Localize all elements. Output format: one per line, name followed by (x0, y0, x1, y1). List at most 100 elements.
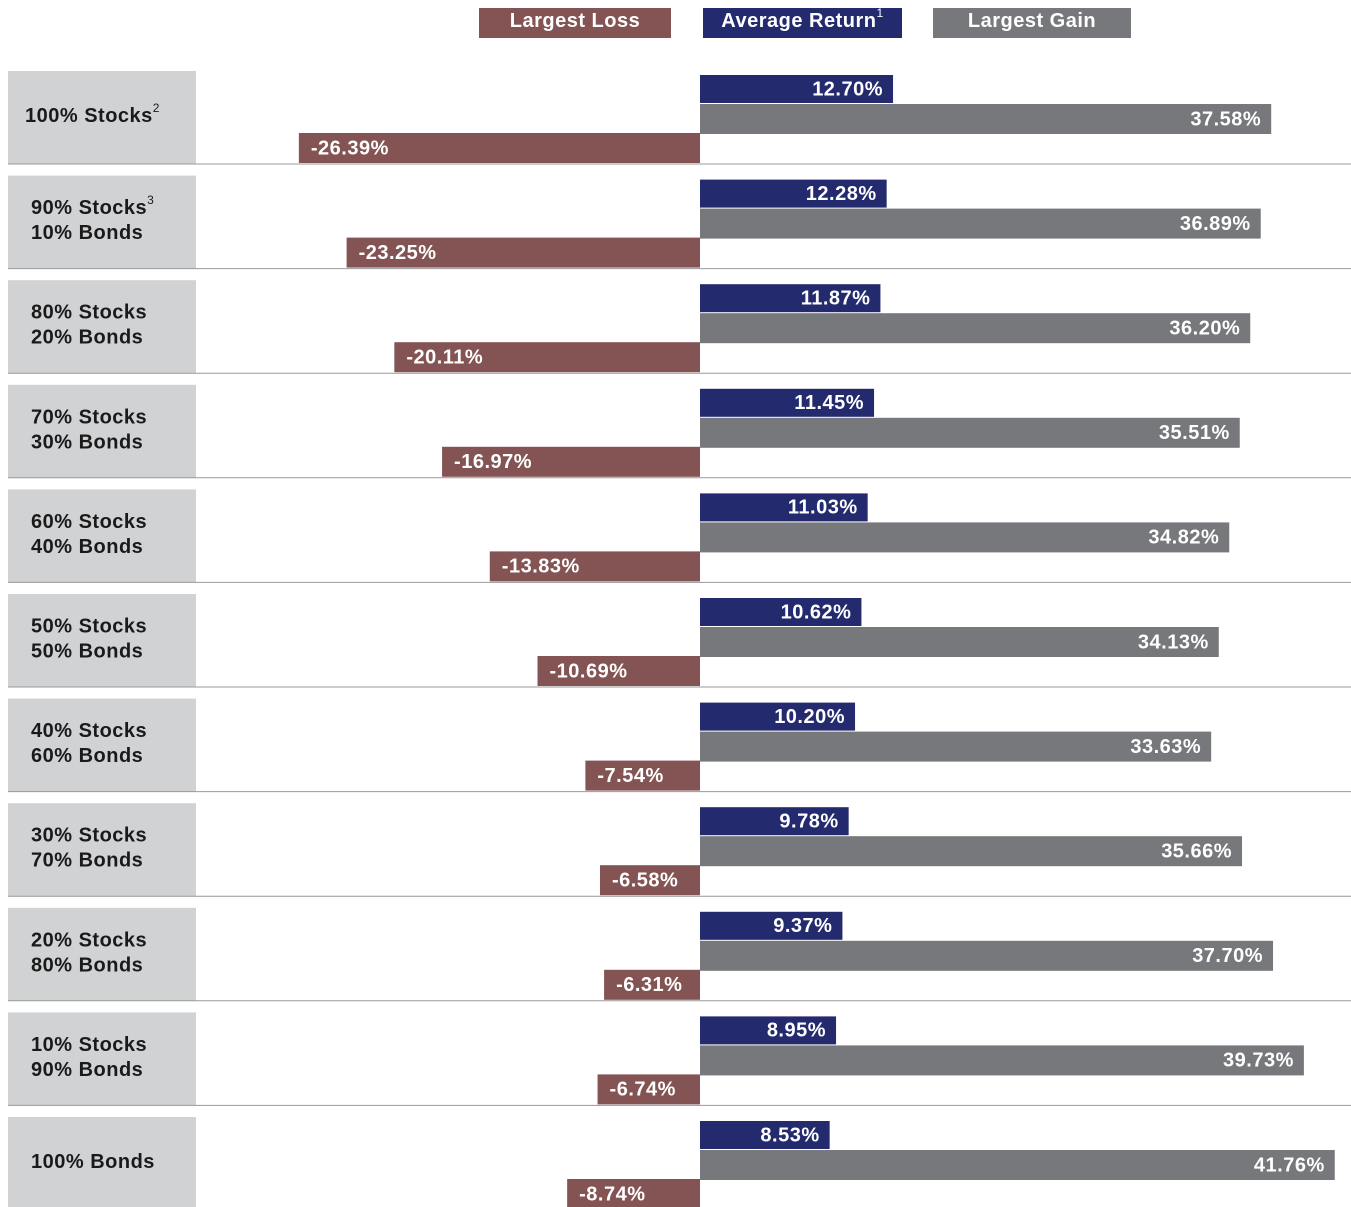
category-label: 50% Stocks (31, 616, 147, 638)
value-label: 35.51% (1159, 422, 1230, 444)
value-label: 34.82% (1148, 527, 1219, 549)
category-box (8, 594, 196, 687)
bar (700, 911, 843, 940)
bar (394, 342, 700, 373)
category-text: 30% Stocks (31, 825, 147, 847)
bar (700, 1150, 1335, 1180)
bar (604, 969, 700, 1000)
bar (700, 627, 1219, 657)
value-label: -7.54% (597, 765, 663, 787)
value-label: -26.39% (311, 137, 389, 159)
bar (700, 1045, 1304, 1076)
category-text: 70% Stocks (31, 407, 147, 429)
value-label: 11.45% (794, 392, 864, 414)
category-text: 20% Stocks (31, 930, 147, 952)
legend-label: Largest Gain (968, 10, 1096, 32)
bar (700, 313, 1251, 344)
category-text: 30% Bonds (31, 432, 143, 454)
value-label: 34.13% (1138, 631, 1209, 653)
bar (442, 446, 700, 477)
bar (700, 417, 1240, 448)
category-box (8, 71, 196, 164)
bar (700, 493, 868, 522)
category-text: 20% Bonds (31, 327, 143, 349)
bar (700, 940, 1274, 971)
category-label: 30% Stocks (31, 825, 147, 847)
category-text: 50% Stocks (31, 616, 147, 638)
value-label: -16.97% (454, 451, 532, 473)
legend-swatch (479, 8, 671, 38)
value-label: 36.89% (1180, 213, 1251, 235)
value-label: -8.74% (579, 1183, 645, 1205)
bar (585, 760, 700, 791)
category-label: 100% Bonds (31, 1151, 155, 1173)
bar (567, 1179, 700, 1207)
value-label: -6.31% (616, 974, 682, 996)
bar (700, 598, 862, 626)
bar (700, 388, 875, 417)
value-label: 33.63% (1130, 736, 1201, 758)
category-box (8, 1117, 196, 1207)
value-label: 10.20% (774, 706, 845, 728)
category-text: 80% Stocks (31, 302, 147, 324)
category-text: 100% Bonds (31, 1151, 155, 1173)
category-text: 40% Bonds (31, 536, 143, 558)
value-label: -23.25% (359, 242, 437, 264)
bar (700, 1121, 830, 1149)
value-label: 10.62% (781, 601, 852, 623)
value-label: 11.03% (788, 497, 858, 519)
category-text: 60% Stocks (31, 511, 147, 533)
category-note: 3 (147, 193, 154, 207)
category-text: 40% Stocks (31, 720, 147, 742)
legend-text: Largest Loss (510, 10, 640, 32)
value-label: 41.76% (1254, 1154, 1325, 1176)
value-label: -13.83% (502, 556, 580, 578)
category-label: 50% Bonds (31, 641, 143, 663)
category-label: 70% Stocks (31, 407, 147, 429)
category-label: 20% Stocks (31, 930, 147, 952)
legend-label: Largest Loss (510, 10, 640, 32)
category-text: 100% Stocks (25, 105, 153, 127)
category-box (8, 175, 196, 269)
value-label: 9.78% (779, 810, 838, 832)
category-text: 50% Bonds (31, 641, 143, 663)
bar (700, 1016, 837, 1045)
value-label: -6.58% (612, 869, 678, 891)
bar (346, 237, 700, 268)
category-label: 90% Bonds (31, 1059, 143, 1081)
bar (700, 104, 1272, 134)
value-label: 8.95% (767, 1020, 826, 1042)
bar (700, 284, 881, 313)
value-label: -6.74% (610, 1079, 676, 1101)
legend-note: 1 (877, 6, 884, 20)
legend-swatch (933, 8, 1131, 38)
category-box (8, 489, 196, 583)
bar (700, 702, 856, 731)
category-label: 40% Bonds (31, 536, 143, 558)
category-box (8, 698, 196, 792)
category-text: 70% Bonds (31, 850, 143, 872)
bar (700, 836, 1243, 867)
value-label: 9.37% (773, 915, 832, 937)
category-label: 90% Stocks3 (31, 193, 154, 219)
category-label: 10% Stocks (31, 1034, 147, 1056)
category-text: 90% Stocks (31, 197, 147, 219)
legend-label: Average Return1 (721, 6, 883, 32)
category-text: 10% Stocks (31, 1034, 147, 1056)
value-label: 8.53% (760, 1124, 819, 1146)
bar (537, 656, 700, 686)
value-label: 39.73% (1223, 1050, 1294, 1072)
bar (700, 208, 1261, 239)
legend-text: Average Return (721, 10, 876, 32)
value-label: 36.20% (1169, 317, 1240, 339)
value-label: 12.28% (806, 183, 877, 205)
bar (700, 75, 894, 103)
category-label: 40% Stocks (31, 720, 147, 742)
category-text: 90% Bonds (31, 1059, 143, 1081)
bar (489, 551, 700, 582)
value-label: 37.58% (1190, 108, 1261, 130)
category-text: 80% Bonds (31, 955, 143, 977)
legend-text: Largest Gain (968, 10, 1096, 32)
category-label: 70% Bonds (31, 850, 143, 872)
value-label: 11.87% (801, 287, 871, 309)
